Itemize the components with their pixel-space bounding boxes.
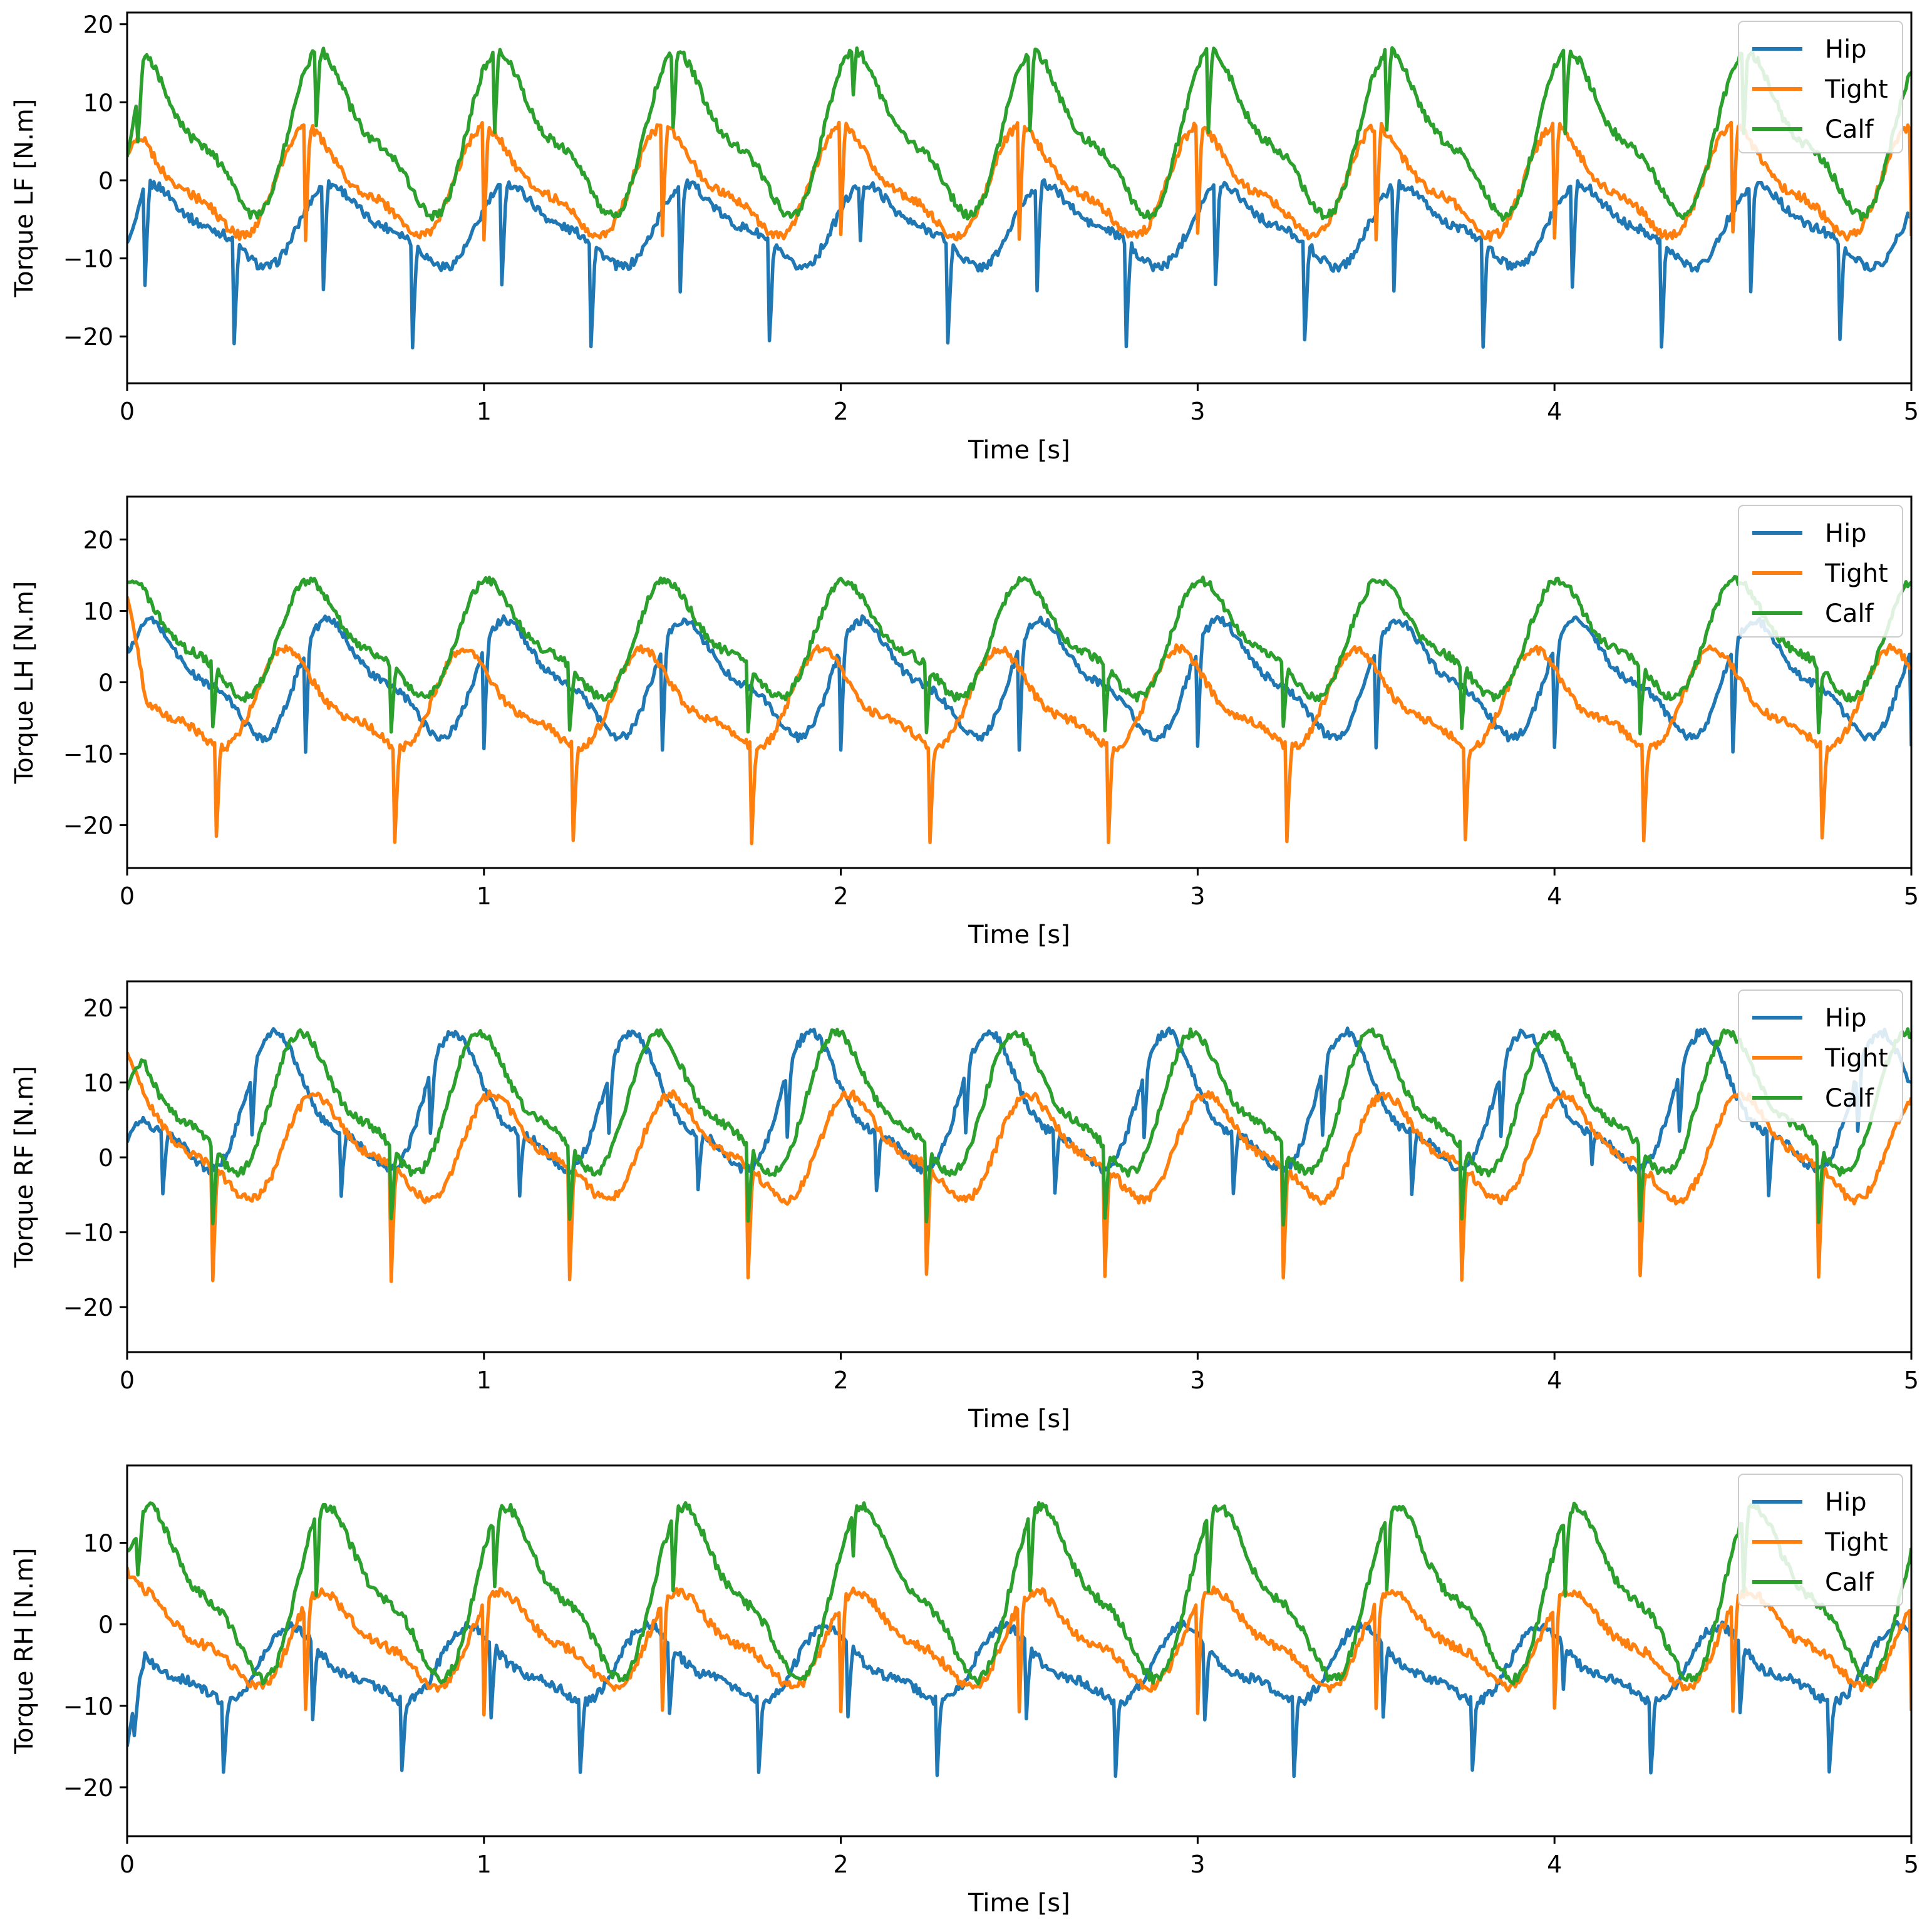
x-tick-label: 2: [834, 1851, 849, 1878]
x-tick-label: 3: [1190, 1366, 1205, 1394]
legend-label-calf: Calf: [1825, 599, 1874, 628]
series-line-calf: [127, 1027, 1911, 1227]
panel-rf: 0 1 2 3 4 5 −20 −10 0 10 20 Time [s] Torque RF [N.m]…: [10, 980, 1919, 1434]
legend-box: [1738, 989, 1903, 1122]
x-tick-label: 1: [477, 398, 492, 425]
legend: Hip Tight Calf: [1738, 989, 1903, 1122]
y-tick-label: 20: [83, 994, 113, 1022]
x-tick-label: 1: [477, 882, 492, 910]
axes-frame: [126, 1464, 1913, 1837]
x-tick-label: 2: [834, 398, 849, 425]
y-tick-label: 10: [83, 89, 113, 116]
x-tick-label: 1: [477, 1366, 492, 1394]
series-line-tight: [127, 596, 1911, 845]
x-tick-label: 5: [1904, 1366, 1919, 1394]
x-tick-label: 0: [120, 1366, 135, 1394]
x-tick-label: 2: [834, 882, 849, 910]
series-group: [127, 46, 1911, 349]
series-line-hip: [127, 614, 1911, 754]
y-tick-label: −20: [63, 1294, 113, 1321]
x-tick-label: 4: [1547, 1851, 1562, 1878]
y-axis-label: Torque RH [N.m]: [10, 1547, 39, 1754]
y-tick-label: 10: [83, 1530, 113, 1558]
axes-frame: [126, 11, 1913, 385]
legend-label-hip: Hip: [1825, 519, 1867, 548]
panel-rh: 0 1 2 3 4 5 −20 −10 0 10 Time [s] Torque RH [N.m] Hi…: [10, 1464, 1919, 1918]
y-tick-label: 10: [83, 597, 113, 625]
series-group: [127, 575, 1911, 845]
x-tick-label: 5: [1904, 1851, 1919, 1878]
legend-box: [1738, 505, 1903, 638]
x-tick-label: 0: [120, 398, 135, 425]
x-axis-label: Time [s]: [968, 1889, 1070, 1918]
y-tick-label: 20: [83, 11, 113, 39]
x-tick-label: 1: [477, 1851, 492, 1878]
x-tick-label: 3: [1190, 882, 1205, 910]
legend-label-hip: Hip: [1825, 35, 1867, 64]
legend-label-tight: Tight: [1824, 1044, 1888, 1073]
legend-label-hip: Hip: [1825, 1004, 1867, 1033]
legend-label-hip: Hip: [1825, 1488, 1867, 1517]
series-line-calf: [127, 575, 1911, 736]
x-axis-label: Time [s]: [968, 436, 1070, 465]
legend-label-calf: Calf: [1825, 1568, 1874, 1597]
x-axis-label: Time [s]: [968, 1405, 1070, 1434]
y-tick-label: −10: [63, 245, 113, 273]
y-axis-label: Torque RF [N.m]: [10, 1066, 39, 1268]
x-tick-label: 0: [120, 882, 135, 910]
series-group: [127, 1501, 1911, 1779]
series-line-tight: [127, 1051, 1911, 1283]
x-tick-label: 4: [1547, 1366, 1562, 1394]
series-group: [127, 1026, 1911, 1283]
x-tick-label: 5: [1904, 882, 1919, 910]
legend-label-tight: Tight: [1824, 559, 1888, 588]
y-tick-label: −10: [63, 741, 113, 768]
series-line-tight: [127, 1567, 1911, 1717]
y-tick-label: −20: [63, 323, 113, 351]
x-tick-label: 2: [834, 1366, 849, 1394]
axes-frame: [126, 980, 1913, 1353]
x-tick-label: 0: [120, 1851, 135, 1878]
y-tick-label: −10: [63, 1219, 113, 1247]
panel-lf: 0 1 2 3 4 5 −20 −10 0 10 20 Time [s] Torque LF [N.m]…: [10, 11, 1919, 465]
y-tick-label: 0: [98, 1611, 113, 1639]
series-line-tight: [127, 120, 1911, 242]
x-tick-label: 3: [1190, 1851, 1205, 1878]
x-tick-label: 3: [1190, 398, 1205, 425]
y-tick-label: −20: [63, 812, 113, 840]
y-tick-label: −20: [63, 1774, 113, 1802]
legend-box: [1738, 1474, 1903, 1606]
y-tick-label: 0: [98, 669, 113, 697]
y-axis-label: Torque LF [N.m]: [10, 99, 39, 298]
y-tick-label: 10: [83, 1069, 113, 1097]
series-line-calf: [127, 46, 1911, 222]
legend-label-tight: Tight: [1824, 75, 1888, 104]
legend-label-calf: Calf: [1825, 1084, 1874, 1113]
y-tick-label: 0: [98, 167, 113, 195]
legend: Hip Tight Calf: [1738, 21, 1903, 153]
legend-label-tight: Tight: [1824, 1528, 1888, 1557]
x-tick-label: 4: [1547, 398, 1562, 425]
x-tick-label: 4: [1547, 882, 1562, 910]
panel-lh: 0 1 2 3 4 5 −20 −10 0 10 20 Time [s] Torque LH [N.m]…: [10, 495, 1919, 949]
y-tick-label: 20: [83, 526, 113, 554]
y-tick-label: 0: [98, 1144, 113, 1172]
series-line-calf: [127, 1501, 1911, 1686]
x-tick-label: 5: [1904, 398, 1919, 425]
y-tick-label: −10: [63, 1693, 113, 1720]
legend-label-calf: Calf: [1825, 115, 1874, 144]
legend: Hip Tight Calf: [1738, 1474, 1903, 1606]
y-axis-label: Torque LH [N.m]: [10, 581, 39, 785]
legend: Hip Tight Calf: [1738, 505, 1903, 638]
legend-box: [1738, 21, 1903, 153]
x-axis-label: Time [s]: [968, 921, 1070, 949]
